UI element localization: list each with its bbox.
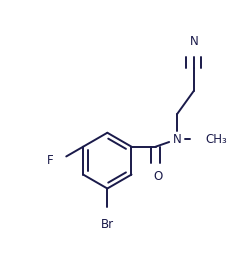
Text: N: N bbox=[188, 35, 197, 48]
Text: F: F bbox=[46, 154, 53, 167]
Text: Br: Br bbox=[100, 218, 113, 231]
Text: CH₃: CH₃ bbox=[205, 133, 227, 146]
Text: N: N bbox=[172, 133, 181, 146]
Text: O: O bbox=[152, 170, 161, 183]
